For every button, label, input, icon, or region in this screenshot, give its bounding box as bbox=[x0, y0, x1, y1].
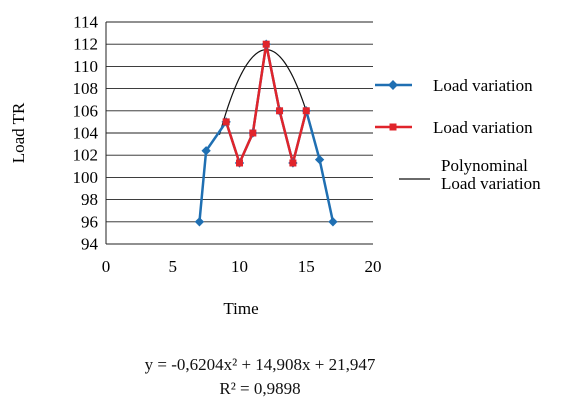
point-red-4 bbox=[276, 107, 284, 115]
point-red-6 bbox=[302, 107, 310, 115]
legend-label-2: Load variation bbox=[433, 118, 533, 137]
point-red-3 bbox=[262, 40, 270, 48]
y-tick-labels: 94 96 98 100 102 104 106 108 110 112 114 bbox=[73, 13, 99, 254]
y-tick-label-104: 104 bbox=[73, 124, 99, 143]
legend-label-1: Load variation bbox=[433, 76, 533, 95]
legend: Load variation Load variation Polynomina… bbox=[375, 76, 541, 193]
y-tick-label-110: 110 bbox=[73, 57, 98, 76]
y-tick-label-114: 114 bbox=[73, 13, 98, 32]
x-tick-label-0: 0 bbox=[102, 257, 111, 276]
series-load-variation-red-line bbox=[224, 42, 308, 165]
grid-lines bbox=[106, 21, 373, 245]
y-tick-label-112: 112 bbox=[73, 35, 98, 54]
y-tick-label-106: 106 bbox=[73, 101, 99, 120]
point-blue-1 bbox=[201, 146, 211, 156]
point-red-2 bbox=[249, 129, 257, 137]
point-blue-0 bbox=[194, 217, 205, 227]
point-red-5 bbox=[289, 159, 297, 167]
x-tick-label-10: 10 bbox=[231, 257, 248, 276]
y-tick-label-102: 102 bbox=[73, 146, 99, 165]
x-axis-label: Time bbox=[223, 299, 258, 318]
point-red-0 bbox=[222, 118, 230, 126]
y-tick-label-100: 100 bbox=[73, 168, 99, 187]
legend-label-3-line2: Load variation bbox=[441, 174, 541, 193]
point-blue-9 bbox=[314, 154, 325, 165]
y-axis-label: Load TR bbox=[9, 102, 28, 163]
legend-label-3-line1: Polynominal bbox=[441, 156, 528, 175]
trendline-equation: y = -0,6204x² + 14,908x + 21,947 bbox=[144, 355, 376, 374]
y-tick-label-108: 108 bbox=[73, 79, 99, 98]
x-tick-labels: 0 5 10 15 20 bbox=[102, 257, 382, 276]
y-tick-label-98: 98 bbox=[81, 190, 98, 209]
x-tick-label-20: 20 bbox=[365, 257, 382, 276]
point-blue-10 bbox=[328, 217, 338, 227]
point-red-1 bbox=[236, 159, 243, 167]
series-layer bbox=[194, 39, 338, 227]
legend-marker-diamond bbox=[388, 80, 398, 90]
y-tick-label-94: 94 bbox=[81, 235, 99, 254]
x-tick-label-5: 5 bbox=[169, 257, 178, 276]
y-tick-label-96: 96 bbox=[81, 212, 98, 231]
series-polynomial-trendline bbox=[218, 49, 314, 135]
legend-marker-square bbox=[389, 123, 397, 131]
r-squared: R² = 0,9898 bbox=[219, 379, 301, 398]
x-tick-label-15: 15 bbox=[298, 257, 315, 276]
